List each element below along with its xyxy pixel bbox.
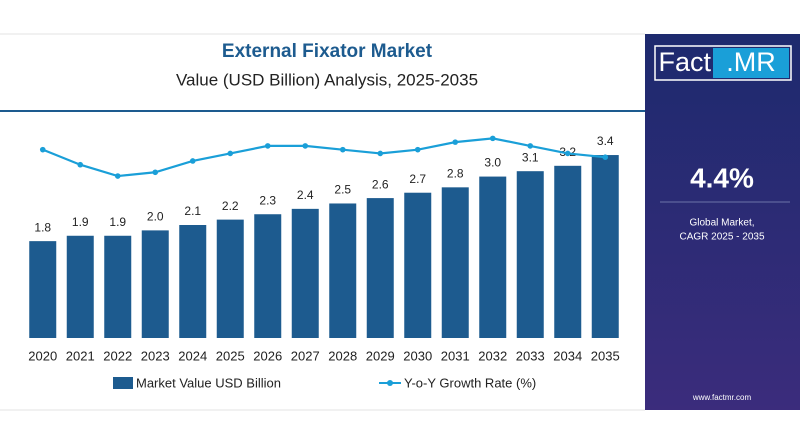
chart-subtitle: Value (USD Billion) Analysis, 2025-2035 bbox=[176, 70, 478, 89]
cagr-value: 4.4% bbox=[690, 162, 754, 193]
line-marker bbox=[227, 150, 234, 157]
data-label: 2.1 bbox=[184, 204, 201, 218]
bar bbox=[291, 208, 319, 338]
data-label: 2.6 bbox=[372, 177, 389, 191]
data-label: 2.0 bbox=[147, 210, 164, 224]
data-label: 3.4 bbox=[597, 134, 614, 148]
x-tick-label: 2035 bbox=[591, 348, 620, 363]
x-tick-label: 2032 bbox=[478, 348, 507, 363]
line-marker bbox=[264, 143, 271, 149]
line-marker bbox=[302, 143, 309, 149]
data-label: 1.9 bbox=[72, 215, 89, 229]
x-tick-label: 2026 bbox=[253, 348, 282, 363]
plot: 2020 2021 2022 2023 2024 2025 2026 2027 2028 2029… bbox=[28, 134, 619, 363]
line-marker bbox=[489, 135, 496, 142]
bar bbox=[366, 198, 394, 338]
data-label: 2.3 bbox=[259, 193, 276, 207]
x-tick-label: 2033 bbox=[516, 348, 545, 363]
data-label: 1.9 bbox=[109, 215, 126, 229]
x-tick-label: 2031 bbox=[441, 348, 470, 363]
data-label: 2.8 bbox=[447, 167, 464, 181]
logo-box bbox=[654, 45, 792, 81]
bar bbox=[441, 187, 469, 338]
x-tick-label: 2025 bbox=[216, 348, 245, 363]
bar bbox=[141, 230, 169, 338]
line-marker bbox=[527, 143, 534, 149]
chart-title: External Fixator Market bbox=[222, 41, 433, 62]
bar bbox=[479, 176, 507, 338]
bar bbox=[216, 219, 244, 338]
bar bbox=[254, 214, 282, 338]
bar bbox=[404, 192, 432, 338]
x-tick-label: 2034 bbox=[553, 348, 582, 363]
x-tick-label: 2024 bbox=[178, 348, 207, 363]
side-panel bbox=[645, 34, 800, 410]
x-tick-label: 2023 bbox=[141, 348, 170, 363]
cagr-caption: Global Market, bbox=[689, 218, 754, 229]
x-tick-label: 2030 bbox=[403, 348, 432, 363]
x-tick-label: 2028 bbox=[328, 348, 357, 363]
website: www.factmr.com bbox=[692, 393, 752, 402]
line-marker bbox=[39, 146, 46, 153]
x-tick-label: 2029 bbox=[366, 348, 395, 363]
line bbox=[42, 137, 606, 178]
bar bbox=[104, 235, 132, 338]
bar bbox=[516, 171, 544, 338]
bar bbox=[29, 241, 57, 338]
legend-label: Market Value USD Billion bbox=[136, 375, 281, 390]
x-tick-label: 2021 bbox=[66, 348, 95, 363]
data-label: 2.4 bbox=[297, 188, 314, 202]
line-marker bbox=[414, 146, 421, 153]
line-marker bbox=[77, 161, 84, 168]
cagr-caption: CAGR 2025 - 2035 bbox=[679, 232, 764, 243]
line-marker bbox=[152, 169, 159, 176]
data-label: 2.5 bbox=[334, 183, 351, 197]
line-marker bbox=[377, 150, 384, 157]
data-label: 2.2 bbox=[222, 199, 239, 213]
data-label: 1.8 bbox=[34, 220, 51, 234]
bar bbox=[179, 225, 207, 338]
line-marker bbox=[452, 139, 459, 145]
line-marker bbox=[564, 150, 571, 157]
logo-text: .MR bbox=[726, 47, 776, 77]
bar bbox=[554, 165, 582, 338]
bar bbox=[329, 203, 357, 338]
bar bbox=[591, 155, 619, 338]
legend-marker bbox=[387, 380, 393, 386]
bar bbox=[66, 235, 94, 338]
x-tick-label: 2020 bbox=[28, 348, 57, 363]
data-label: 3.1 bbox=[522, 150, 539, 164]
x-tick-label: 2027 bbox=[291, 348, 320, 363]
logo-text: Fact bbox=[658, 47, 711, 77]
logo-highlight bbox=[713, 48, 789, 78]
data-label: 2.7 bbox=[409, 172, 426, 186]
line-marker bbox=[339, 146, 346, 153]
line-marker bbox=[114, 173, 121, 179]
line-marker bbox=[189, 158, 196, 164]
legend-label: Y-o-Y Growth Rate (%) bbox=[404, 375, 536, 390]
legend-swatch bbox=[113, 377, 133, 389]
x-tick-label: 2022 bbox=[103, 348, 132, 363]
line-marker bbox=[602, 154, 609, 160]
data-label: 3.0 bbox=[484, 156, 501, 170]
